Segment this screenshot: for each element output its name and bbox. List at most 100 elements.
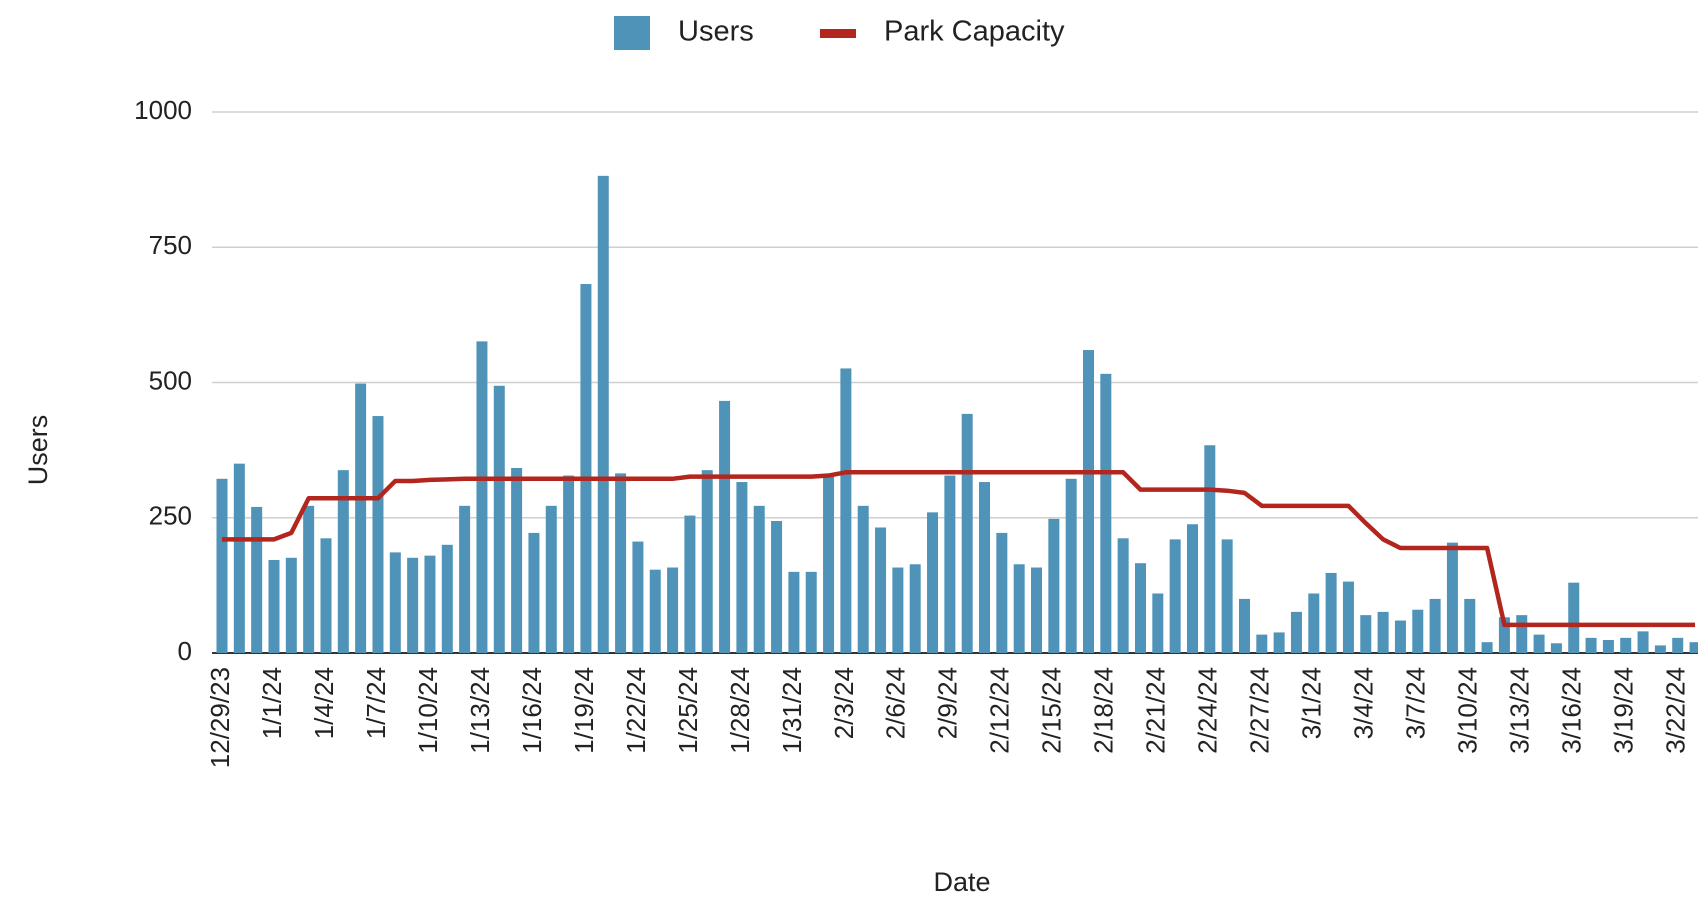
x-tick-label: 12/29/23: [205, 667, 235, 768]
x-tick-label: 2/3/24: [829, 667, 859, 739]
bar: [372, 416, 384, 653]
bar: [1308, 593, 1320, 653]
x-tick-label: 3/13/24: [1505, 667, 1535, 754]
bar: [719, 400, 731, 653]
x-tick-label: 3/7/24: [1401, 667, 1431, 739]
bar: [1065, 478, 1077, 653]
bar: [1117, 538, 1129, 653]
bar: [823, 475, 835, 653]
x-tick-label: 1/13/24: [465, 667, 495, 754]
bar: [1568, 582, 1580, 653]
bar: [909, 564, 921, 653]
bar: [1013, 564, 1025, 653]
bar: [1464, 598, 1476, 653]
bar: [1672, 637, 1684, 653]
x-tick-label: 1/10/24: [413, 667, 443, 754]
bar: [441, 544, 453, 653]
bar: [1169, 539, 1181, 653]
x-tick-label: 1/31/24: [777, 667, 807, 754]
bar: [788, 571, 800, 653]
bar: [1498, 617, 1510, 653]
bar: [1394, 620, 1406, 653]
bar: [1342, 581, 1354, 653]
x-tick-label: 2/18/24: [1089, 667, 1119, 754]
x-tick-label: 2/27/24: [1245, 667, 1275, 754]
legend: Users Park Capacity: [614, 16, 1065, 50]
bar: [528, 532, 540, 653]
bar: [320, 538, 332, 653]
bar: [667, 567, 679, 653]
y-tick-label: 1000: [134, 95, 192, 125]
bar: [389, 552, 401, 653]
x-tick-label: 2/12/24: [985, 667, 1015, 754]
bar: [233, 463, 245, 653]
x-tick-label: 3/16/24: [1557, 667, 1587, 754]
capacity-line: [222, 470, 1696, 628]
bar: [701, 470, 713, 653]
bar: [632, 541, 644, 653]
bar: [1100, 373, 1112, 653]
bar: [615, 473, 627, 653]
bar: [1152, 593, 1164, 653]
legend-swatch: [820, 29, 856, 38]
bar: [580, 284, 592, 653]
bar: [979, 482, 991, 653]
bar: [649, 569, 661, 653]
bar: [459, 505, 471, 653]
bar: [476, 341, 488, 653]
bar: [892, 567, 904, 653]
bar: [1204, 445, 1216, 653]
bar: [1048, 518, 1060, 653]
x-tick-label: 3/1/24: [1297, 667, 1327, 739]
bar: [1186, 524, 1198, 653]
bar: [563, 475, 575, 653]
bar: [1550, 643, 1562, 653]
x-tick-label: 3/19/24: [1609, 667, 1639, 754]
bar: [1377, 611, 1389, 653]
bar: [857, 505, 869, 653]
bar: [1602, 640, 1614, 653]
x-tick-label: 1/19/24: [569, 667, 599, 754]
x-tick-label: 2/15/24: [1037, 667, 1067, 754]
bar: [1273, 632, 1285, 653]
x-axis-title: Date: [933, 867, 990, 897]
bar: [511, 467, 523, 653]
legend-label: Park Capacity: [884, 16, 1065, 48]
bar: [736, 482, 748, 653]
bar: [268, 559, 280, 653]
y-tick-label: 0: [178, 636, 192, 666]
bar: [424, 555, 436, 653]
x-tick-label: 1/4/24: [309, 667, 339, 739]
bar: [1689, 642, 1698, 653]
x-tick-label: 1/28/24: [725, 667, 755, 754]
x-tick-label: 2/21/24: [1141, 667, 1171, 754]
bar: [805, 571, 817, 653]
x-tick-label: 3/22/24: [1661, 667, 1691, 754]
x-tick-label: 1/7/24: [361, 667, 391, 739]
bar: [1429, 598, 1441, 653]
bar: [996, 532, 1008, 653]
bar: [771, 520, 783, 653]
bar: [944, 475, 956, 653]
bar: [1238, 598, 1250, 653]
bar: [875, 527, 887, 653]
bar: [285, 557, 297, 653]
y-tick-label: 750: [149, 230, 192, 260]
bar: [1654, 645, 1666, 653]
bar: [1360, 615, 1372, 653]
bar: [1412, 609, 1424, 653]
bar: [961, 413, 973, 653]
bar: [1325, 572, 1337, 653]
bar: [545, 505, 557, 653]
legend-label: Users: [678, 16, 754, 48]
bar: [1031, 567, 1043, 653]
x-tick-label: 1/25/24: [673, 667, 703, 754]
bar: [684, 515, 696, 653]
bar: [407, 557, 419, 653]
bar: [303, 505, 315, 653]
x-tick-label: 3/10/24: [1453, 667, 1483, 754]
bar: [337, 470, 349, 653]
bar: [753, 505, 765, 653]
bar: [1516, 615, 1528, 653]
